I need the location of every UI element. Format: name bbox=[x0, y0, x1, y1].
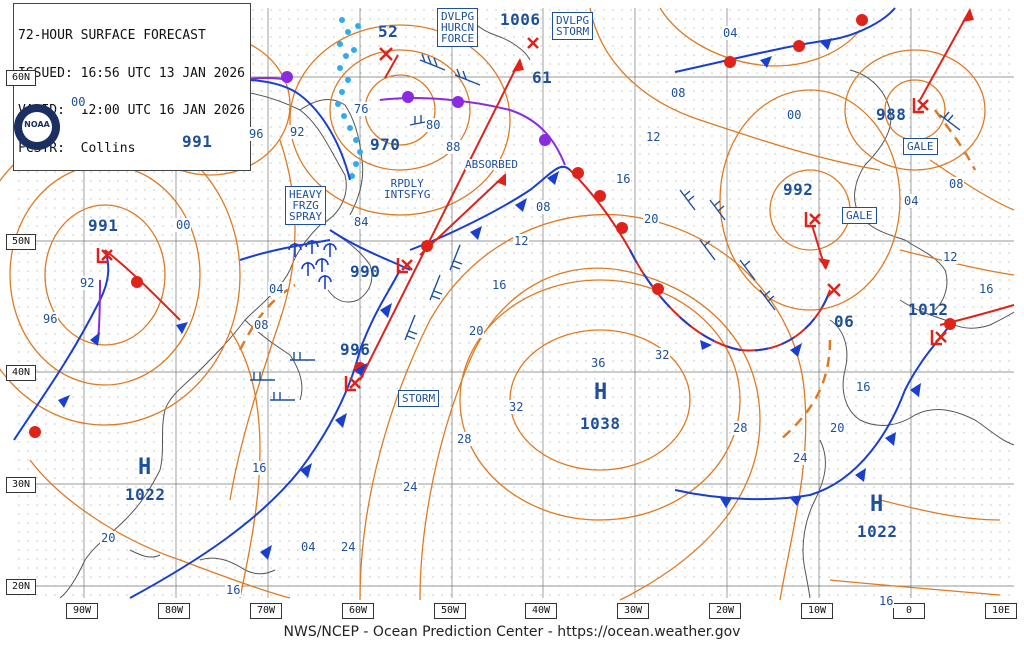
isobar-label: 04 bbox=[300, 540, 317, 554]
annotation-rapidly-intensifying: RPDLY INTSFYG bbox=[384, 177, 431, 201]
isobar-label: 88 bbox=[445, 140, 462, 154]
header-title: 72-HOUR SURFACE FORECAST bbox=[18, 28, 206, 43]
low-pressure-value: 991 bbox=[88, 216, 119, 235]
isobar-label: 24 bbox=[402, 480, 419, 494]
lon-label: 10E bbox=[985, 603, 1017, 619]
noaa-logo: NOAA bbox=[14, 104, 60, 150]
low-pressure-value: 06 bbox=[834, 312, 855, 331]
isobar-label: 28 bbox=[456, 432, 473, 446]
lon-label: 40W bbox=[525, 603, 557, 619]
low-pressure-value: 970 bbox=[370, 135, 401, 154]
isobar-label: 16 bbox=[978, 282, 995, 296]
isobar-label: 20 bbox=[100, 531, 117, 545]
isobar-label: 16 bbox=[491, 278, 508, 292]
isobar-label: 28 bbox=[732, 421, 749, 435]
isobar-label: 04 bbox=[903, 194, 920, 208]
low-pressure-value: 996 bbox=[340, 340, 371, 359]
isobar-label: 96 bbox=[42, 312, 59, 326]
low-pressure-value: 61 bbox=[532, 68, 553, 87]
ice-edge bbox=[335, 17, 363, 179]
lat-label: 40N bbox=[6, 365, 36, 381]
lon-label: 90W bbox=[66, 603, 98, 619]
isobar-label: 00 bbox=[786, 108, 803, 122]
warning-box-storm: STORM bbox=[398, 390, 440, 407]
isobar-label: 12 bbox=[942, 250, 959, 264]
isobar-label: 36 bbox=[590, 356, 607, 370]
low-pressure-value: 1006 bbox=[500, 10, 541, 29]
lon-label: 50W bbox=[434, 603, 466, 619]
annotation-absorbed: ABSORBED bbox=[465, 158, 518, 171]
isobar-label: 04 bbox=[722, 26, 739, 40]
high-symbol: H bbox=[870, 492, 884, 517]
isobar-label: 80 bbox=[425, 118, 442, 132]
isobar-label: 20 bbox=[468, 324, 485, 338]
low-pressure-value: 1012 bbox=[908, 300, 949, 319]
high-symbol: H bbox=[594, 380, 608, 405]
troughs bbox=[238, 109, 977, 441]
lon-label: 10W bbox=[801, 603, 833, 619]
lon-label: 0 bbox=[893, 603, 925, 619]
isobar-label: 24 bbox=[792, 451, 809, 465]
isobar-label: 16 bbox=[615, 172, 632, 186]
isobar-label: 76 bbox=[353, 102, 370, 116]
isobar-label: 32 bbox=[654, 348, 671, 362]
isobar-label: 16 bbox=[855, 380, 872, 394]
lat-label: 30N bbox=[6, 477, 36, 493]
warning-box-gale: GALE bbox=[903, 138, 938, 155]
lon-label: 20W bbox=[709, 603, 741, 619]
low-pressure-value: 52 bbox=[378, 22, 399, 41]
isobar-label: 12 bbox=[645, 130, 662, 144]
lon-label: 80W bbox=[158, 603, 190, 619]
isobar-label: 92 bbox=[289, 125, 306, 139]
isobar-label: 08 bbox=[948, 177, 965, 191]
low-pressure-value: 990 bbox=[350, 262, 381, 281]
isobar-label: 08 bbox=[670, 86, 687, 100]
isobar-label: 16 bbox=[251, 461, 268, 475]
isobar-label: 16 bbox=[225, 583, 242, 597]
track-arrowheads bbox=[496, 8, 974, 270]
isobar-label: 08 bbox=[253, 318, 270, 332]
high-pressure-value: 1038 bbox=[580, 414, 621, 433]
lat-label: 20N bbox=[6, 579, 36, 595]
lon-label: 30W bbox=[617, 603, 649, 619]
low-pressure-value: 992 bbox=[783, 180, 814, 199]
high-symbol: H bbox=[138, 455, 152, 480]
isobar-label: 04 bbox=[268, 282, 285, 296]
isobar-label: 24 bbox=[340, 540, 357, 554]
isobar-label: 84 bbox=[353, 215, 370, 229]
warning-box-freezing-spray: HEAVY FRZG SPRAY bbox=[285, 186, 327, 225]
storm-tracks bbox=[359, 9, 971, 381]
isobar-label: 96 bbox=[248, 127, 265, 141]
isobar-label: 32 bbox=[508, 400, 525, 414]
isobar-label: 16 bbox=[878, 594, 895, 608]
isobar-label: 20 bbox=[829, 421, 846, 435]
low-pressure-value: 988 bbox=[876, 105, 907, 124]
isobar-label: 00 bbox=[70, 95, 87, 109]
lat-label: 50N bbox=[6, 234, 36, 250]
high-pressure-value: 1022 bbox=[125, 485, 166, 504]
lon-label: 70W bbox=[250, 603, 282, 619]
wind-barbs bbox=[250, 53, 961, 401]
isobar-label: 08 bbox=[535, 200, 552, 214]
high-pressure-value: 1022 bbox=[857, 522, 898, 541]
isobar-label: 00 bbox=[175, 218, 192, 232]
lat-label: 60N bbox=[6, 70, 36, 86]
warning-box-developing-storm: DVLPG STORM bbox=[552, 12, 594, 40]
freezing-spray-symbols bbox=[288, 240, 337, 289]
warning-box-hurricane-force: DVLPG HURCN FORCE bbox=[437, 8, 479, 47]
lon-label: 60W bbox=[342, 603, 374, 619]
footer-credit: NWS/NCEP - Ocean Prediction Center - htt… bbox=[283, 624, 741, 640]
fronts bbox=[13, 7, 1015, 599]
low-pressure-value: 991 bbox=[182, 132, 213, 151]
isobar-label: 12 bbox=[513, 234, 530, 248]
warning-box-gale: GALE bbox=[842, 207, 877, 224]
header-issued: ISSUED: 16:56 UTC 13 JAN 2026 bbox=[18, 65, 245, 81]
isobar-label: 92 bbox=[79, 276, 96, 290]
isobar-label: 20 bbox=[643, 212, 660, 226]
front-symbols bbox=[29, 14, 956, 560]
